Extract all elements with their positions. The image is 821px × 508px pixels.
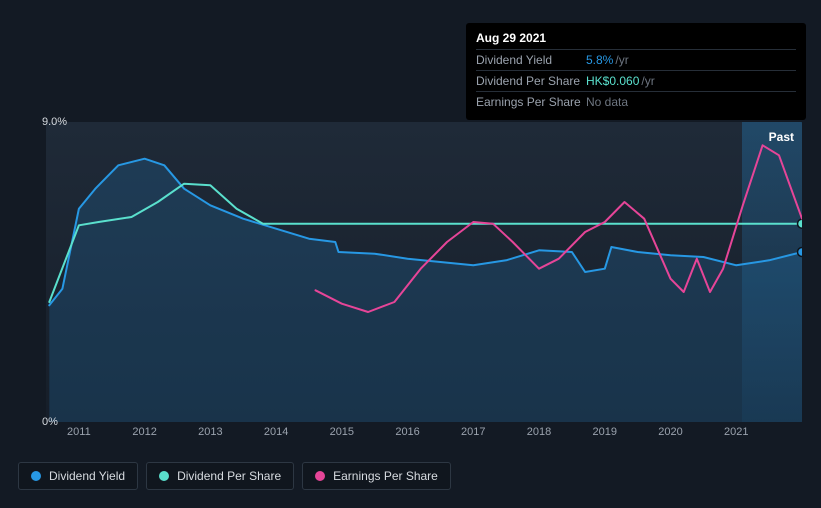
dividend-chart: Past 9.0%0% 2011201220132014201520162017… xyxy=(18,100,808,460)
x-tick-label: 2021 xyxy=(724,426,748,438)
x-tick-label: 2018 xyxy=(527,426,551,438)
tooltip-row: Dividend Yield5.8%/yr xyxy=(476,49,796,70)
x-tick-label: 2013 xyxy=(198,426,222,438)
tooltip-row-label: Dividend Per Share xyxy=(476,74,586,88)
tooltip-row-value: No data xyxy=(586,95,628,109)
x-tick-label: 2015 xyxy=(330,426,354,438)
x-tick-label: 2017 xyxy=(461,426,485,438)
chart-plot-area[interactable]: Past xyxy=(46,122,802,422)
tooltip-row-value: HK$0.060 xyxy=(586,74,639,88)
series-end-marker-dividend_per_share xyxy=(798,219,803,228)
tooltip-row-unit: /yr xyxy=(641,74,654,88)
legend: Dividend Yield Dividend Per Share Earnings… xyxy=(18,462,451,490)
tooltip-date: Aug 29 2021 xyxy=(476,29,796,49)
legend-item-earnings_per_share[interactable]: Earnings Per Share xyxy=(302,462,451,490)
legend-dot-icon xyxy=(315,471,325,481)
y-tick-label: 9.0% xyxy=(42,116,54,128)
x-tick-label: 2020 xyxy=(658,426,682,438)
legend-item-dividend_per_share[interactable]: Dividend Per Share xyxy=(146,462,294,490)
tooltip-row: Dividend Per ShareHK$0.060/yr xyxy=(476,70,796,91)
tooltip-panel: Aug 29 2021 Dividend Yield5.8%/yrDividen… xyxy=(466,23,806,120)
legend-item-label: Dividend Per Share xyxy=(177,469,281,483)
x-tick-label: 2012 xyxy=(132,426,156,438)
tooltip-row-label: Dividend Yield xyxy=(476,53,586,67)
series-end-marker-dividend_yield xyxy=(798,248,803,257)
legend-item-label: Dividend Yield xyxy=(49,469,125,483)
tooltip-row: Earnings Per ShareNo data xyxy=(476,91,796,112)
legend-item-label: Earnings Per Share xyxy=(333,469,438,483)
x-tick-label: 2016 xyxy=(395,426,419,438)
x-tick-label: 2011 xyxy=(67,426,91,438)
chart-svg xyxy=(46,122,802,422)
x-tick-label: 2019 xyxy=(593,426,617,438)
x-tick-label: 2014 xyxy=(264,426,288,438)
tooltip-row-unit: /yr xyxy=(615,53,628,67)
legend-item-dividend_yield[interactable]: Dividend Yield xyxy=(18,462,138,490)
legend-dot-icon xyxy=(159,471,169,481)
tooltip-row-value: 5.8% xyxy=(586,53,613,67)
x-axis: 2011 2012 2013 2014 2015 2016 2017 2018 2019 2020… xyxy=(46,426,802,446)
tooltip-row-label: Earnings Per Share xyxy=(476,95,586,109)
legend-dot-icon xyxy=(31,471,41,481)
